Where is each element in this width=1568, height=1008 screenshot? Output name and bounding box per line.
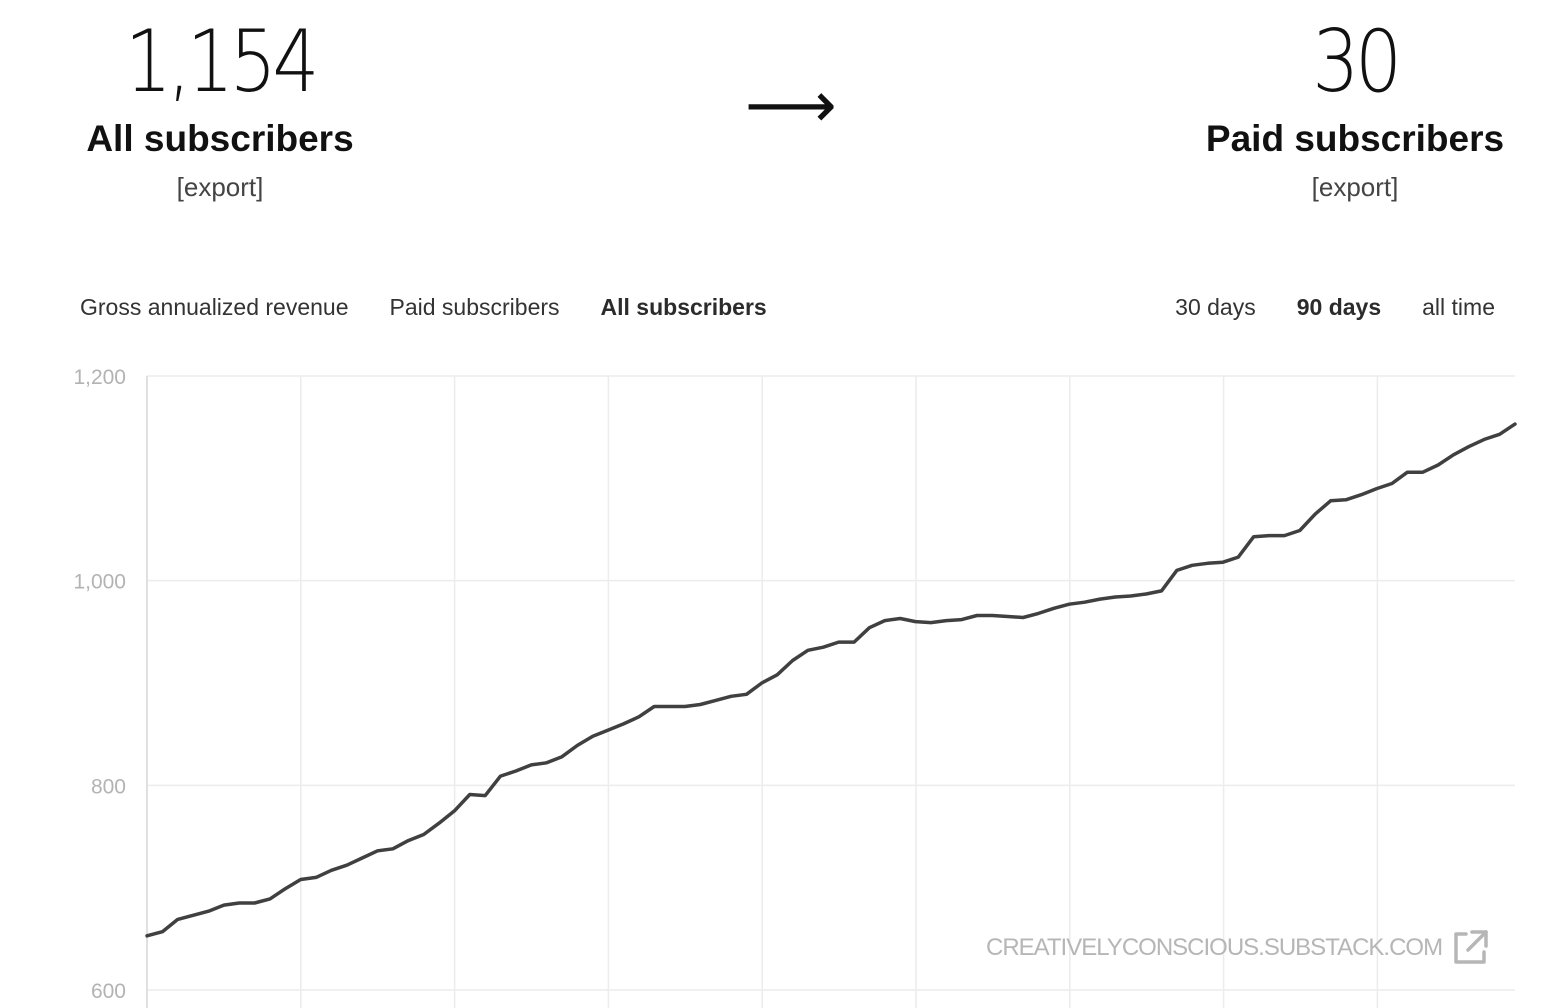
all-subscribers-label: All subscribers: [86, 118, 354, 159]
tab-30-days[interactable]: 30 days: [1175, 294, 1256, 320]
all-subscribers-series-line: [145, 422, 1517, 938]
paid-subscribers-label: Paid subscribers: [1205, 118, 1505, 159]
tab-90-days[interactable]: 90 days: [1296, 294, 1382, 320]
publication-link[interactable]: CREATIVELYCONSCIOUS.SUBSTACK.COM: [986, 928, 1490, 968]
y-tick-label: 600: [91, 980, 126, 1003]
arrow-right-icon: ⟶: [745, 69, 837, 143]
tab-all-time[interactable]: all time: [1422, 294, 1495, 320]
y-tick-label: 800: [91, 775, 126, 798]
all-subscribers-stat: 1,154 All subscribers [export]: [60, 12, 380, 210]
all-subscribers-count: 1,154: [124, 12, 320, 112]
range-tabs: 30 days 90 days all time: [1134, 290, 1495, 324]
tab-gross-annualized-revenue[interactable]: Gross annualized revenue: [80, 294, 349, 320]
export-paid-subscribers-link[interactable]: [export]: [1311, 172, 1399, 202]
metric-tabs: Gross annualized revenue Paid subscriber…: [80, 290, 808, 324]
external-link-icon: [1454, 930, 1488, 964]
tab-all-subscribers[interactable]: All subscribers: [600, 294, 767, 320]
y-tick-label: 1,200: [73, 366, 126, 389]
paid-subscribers-count: 30: [1312, 12, 1402, 112]
paid-subscribers-stat: 30 Paid subscribers [export]: [1195, 12, 1515, 210]
export-all-subscribers-link[interactable]: [export]: [176, 172, 264, 202]
tab-paid-subscribers[interactable]: Paid subscribers: [389, 294, 560, 320]
y-tick-label: 1,000: [73, 571, 126, 594]
publication-url: CREATIVELYCONSCIOUS.SUBSTACK.COM: [986, 934, 1443, 961]
